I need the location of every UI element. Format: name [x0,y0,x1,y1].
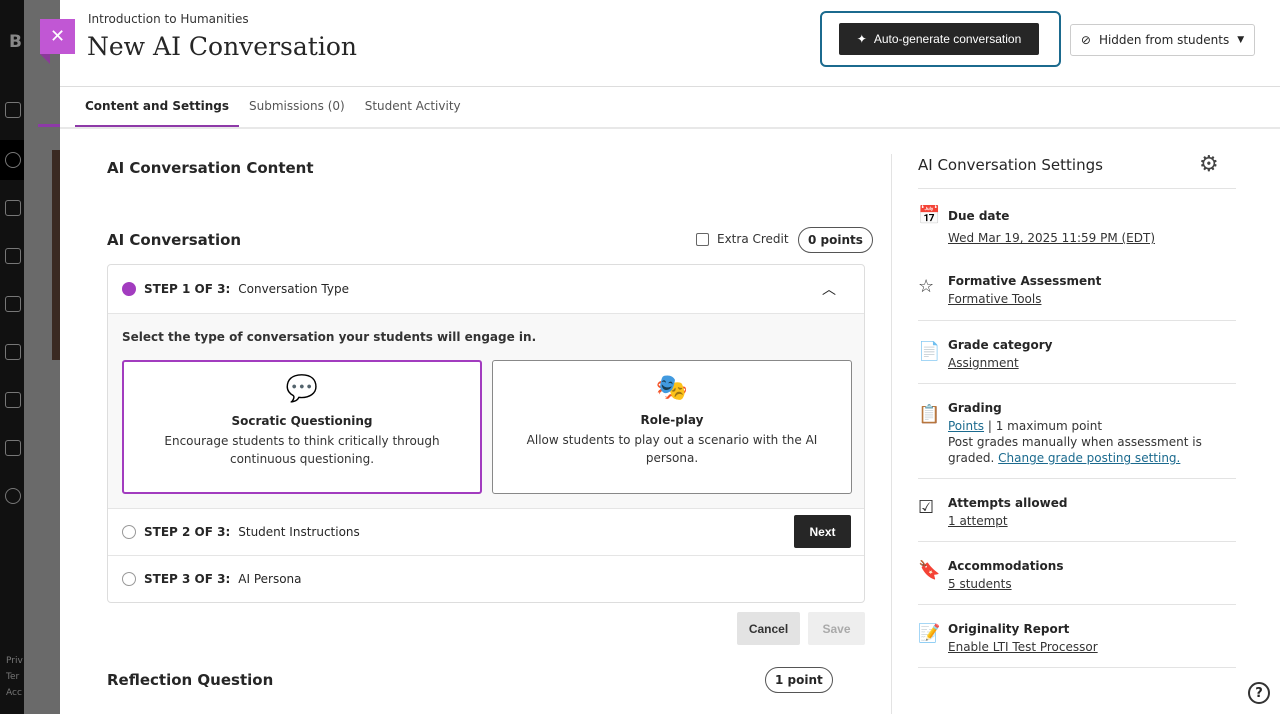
groups-icon [5,248,21,264]
checkbox-icon [696,232,709,246]
setting-label: Due date [948,209,1010,223]
setting-label: Originality Report [948,622,1070,636]
document-icon: 📄 [918,341,941,362]
footer-link: Ter [6,672,20,682]
visibility-label: Hidden from students [1098,33,1230,47]
setting-label: Accommodations [948,559,1064,573]
step-2-header[interactable]: STEP 2 OF 3: Student Instructions [108,509,864,555]
calendar-icon: 📅 [918,205,941,226]
reflection-points-button[interactable]: 1 point [765,667,833,693]
step-1-header[interactable]: STEP 1 OF 3: Conversation Type ︿ [108,265,864,313]
step-label: Conversation Type [238,282,349,296]
formative-link[interactable]: Formative Tools [948,292,1042,306]
chevron-up-icon[interactable]: ︿ [822,282,836,298]
eye-slash-icon: ⊘ [1080,33,1091,47]
tab-content-settings[interactable]: Content and Settings [75,86,239,128]
accommodations-setting: 🔖 Accommodations 5 students [918,541,1236,604]
step-prompt: Select the type of conversation your stu… [122,330,537,344]
bookmark-icon: 🔖 [918,560,941,581]
auto-generate-button[interactable]: ✦ Auto-generate conversation [839,23,1039,55]
tab-bar: Content and Settings Submissions (0) Stu… [75,86,471,128]
setting-label: Grade category [948,338,1053,352]
setting-label: Formative Assessment [948,274,1102,288]
attempts-setting: ☑ Attempts allowed 1 attempt [918,478,1236,541]
close-icon: ✕ [49,26,66,47]
points-button[interactable]: 0 points [798,227,873,253]
socratic-questioning-card[interactable]: 💬 Socratic Questioning Encourage student… [122,360,482,494]
card-title: Role-play [640,413,704,427]
signout-icon [5,488,21,504]
step-inactive-icon [122,572,136,586]
visibility-dropdown[interactable]: ⊘ Hidden from students ▼ [1070,24,1255,56]
autogen-focus-ring: ✦ Auto-generate conversation [820,11,1061,67]
settings-title: AI Conversation Settings [918,156,1103,174]
caret-down-icon: ▼ [1237,35,1245,45]
category-link[interactable]: Assignment [948,356,1019,370]
originality-link[interactable]: Enable LTI Test Processor [948,640,1098,654]
globe-icon [5,152,21,168]
originality-setting: 📝 Originality Report Enable LTI Test Pro… [918,604,1236,668]
checkbox-checked-icon: ☑ [918,497,935,518]
extra-credit-label: Extra Credit [717,232,789,246]
gear-icon[interactable]: ⚙ [1199,152,1219,177]
formative-setting: ☆ Formative Assessment Formative Tools [918,256,1236,320]
posting-note: Post grades manually when assessment is … [948,435,1202,465]
due-date-setting: 📅 Due date Wed Mar 19, 2025 11:59 PM (ED… [918,188,1236,252]
messages-icon [5,344,21,360]
grading-icon: 📋 [918,404,941,425]
step-active-icon [122,282,136,296]
background-sidebar: B Priv Ter Acc [0,0,24,714]
question-bubbles-icon: 💬 [285,374,319,404]
profile-icon [5,102,21,118]
step-prefix: STEP 1 OF 3: [144,282,231,296]
tab-student-activity[interactable]: Student Activity [364,99,461,113]
step-prefix: STEP 3 OF 3: [144,572,231,586]
card-title: Socratic Questioning [231,414,373,428]
cancel-button[interactable]: Cancel [737,612,800,645]
steps-accordion: STEP 1 OF 3: Conversation Type ︿ Select … [107,264,865,603]
setting-label: Grading [948,401,1002,415]
step-3-header[interactable]: STEP 3 OF 3: AI Persona [108,556,864,602]
step-prefix: STEP 2 OF 3: [144,525,231,539]
tab-submissions[interactable]: Submissions (0) [248,99,345,113]
logo: B [9,32,22,52]
page-title: New AI Conversation [87,32,357,61]
course-breadcrumb[interactable]: Introduction to Humanities [88,12,249,26]
calendar-icon [5,296,21,312]
footer-link: Acc [6,688,22,698]
sparkle-icon: ✦ [856,32,867,46]
step-label: Student Instructions [238,525,360,539]
auto-generate-label: Auto-generate conversation [873,32,1022,46]
theater-masks-icon: 🎭 [655,373,689,403]
grades-icon [5,392,21,408]
next-button[interactable]: Next [794,515,851,548]
grading-setting: 📋 Grading Points | 1 maximum point Post g… [918,383,1236,478]
courses-icon [5,200,21,216]
help-icon[interactable]: ? [1248,682,1270,704]
section-title: AI Conversation Content [107,159,314,177]
reflection-title: Reflection Question [107,671,274,689]
grade-category-setting: 📄 Grade category Assignment [918,320,1236,383]
points-link[interactable]: Points [948,419,985,433]
extra-credit-checkbox[interactable]: Extra Credit [696,232,789,246]
attempts-link[interactable]: 1 attempt [948,514,1008,528]
close-button[interactable]: ✕ [40,19,75,64]
footer-link: Priv [6,656,23,666]
star-icon: ☆ [918,276,935,297]
change-posting-link[interactable]: Change grade posting setting. [998,451,1181,465]
tools-icon [5,440,21,456]
due-date-link[interactable]: Wed Mar 19, 2025 11:59 PM (EDT) [948,231,1155,245]
save-button[interactable]: Save [808,612,865,645]
accommodations-link[interactable]: 5 students [948,577,1012,591]
report-icon: 📝 [918,623,941,644]
setting-label: Attempts allowed [948,496,1068,510]
step-label: AI Persona [238,572,302,586]
conversation-title: AI Conversation [107,231,242,249]
role-play-card[interactable]: 🎭 Role-play Allow students to play out a… [492,360,852,494]
card-description: Encourage students to think critically t… [164,434,440,466]
step-inactive-icon [122,525,136,539]
background-page [24,0,62,714]
max-points: | 1 maximum point [987,419,1103,433]
card-description: Allow students to play out a scenario wi… [526,433,818,465]
